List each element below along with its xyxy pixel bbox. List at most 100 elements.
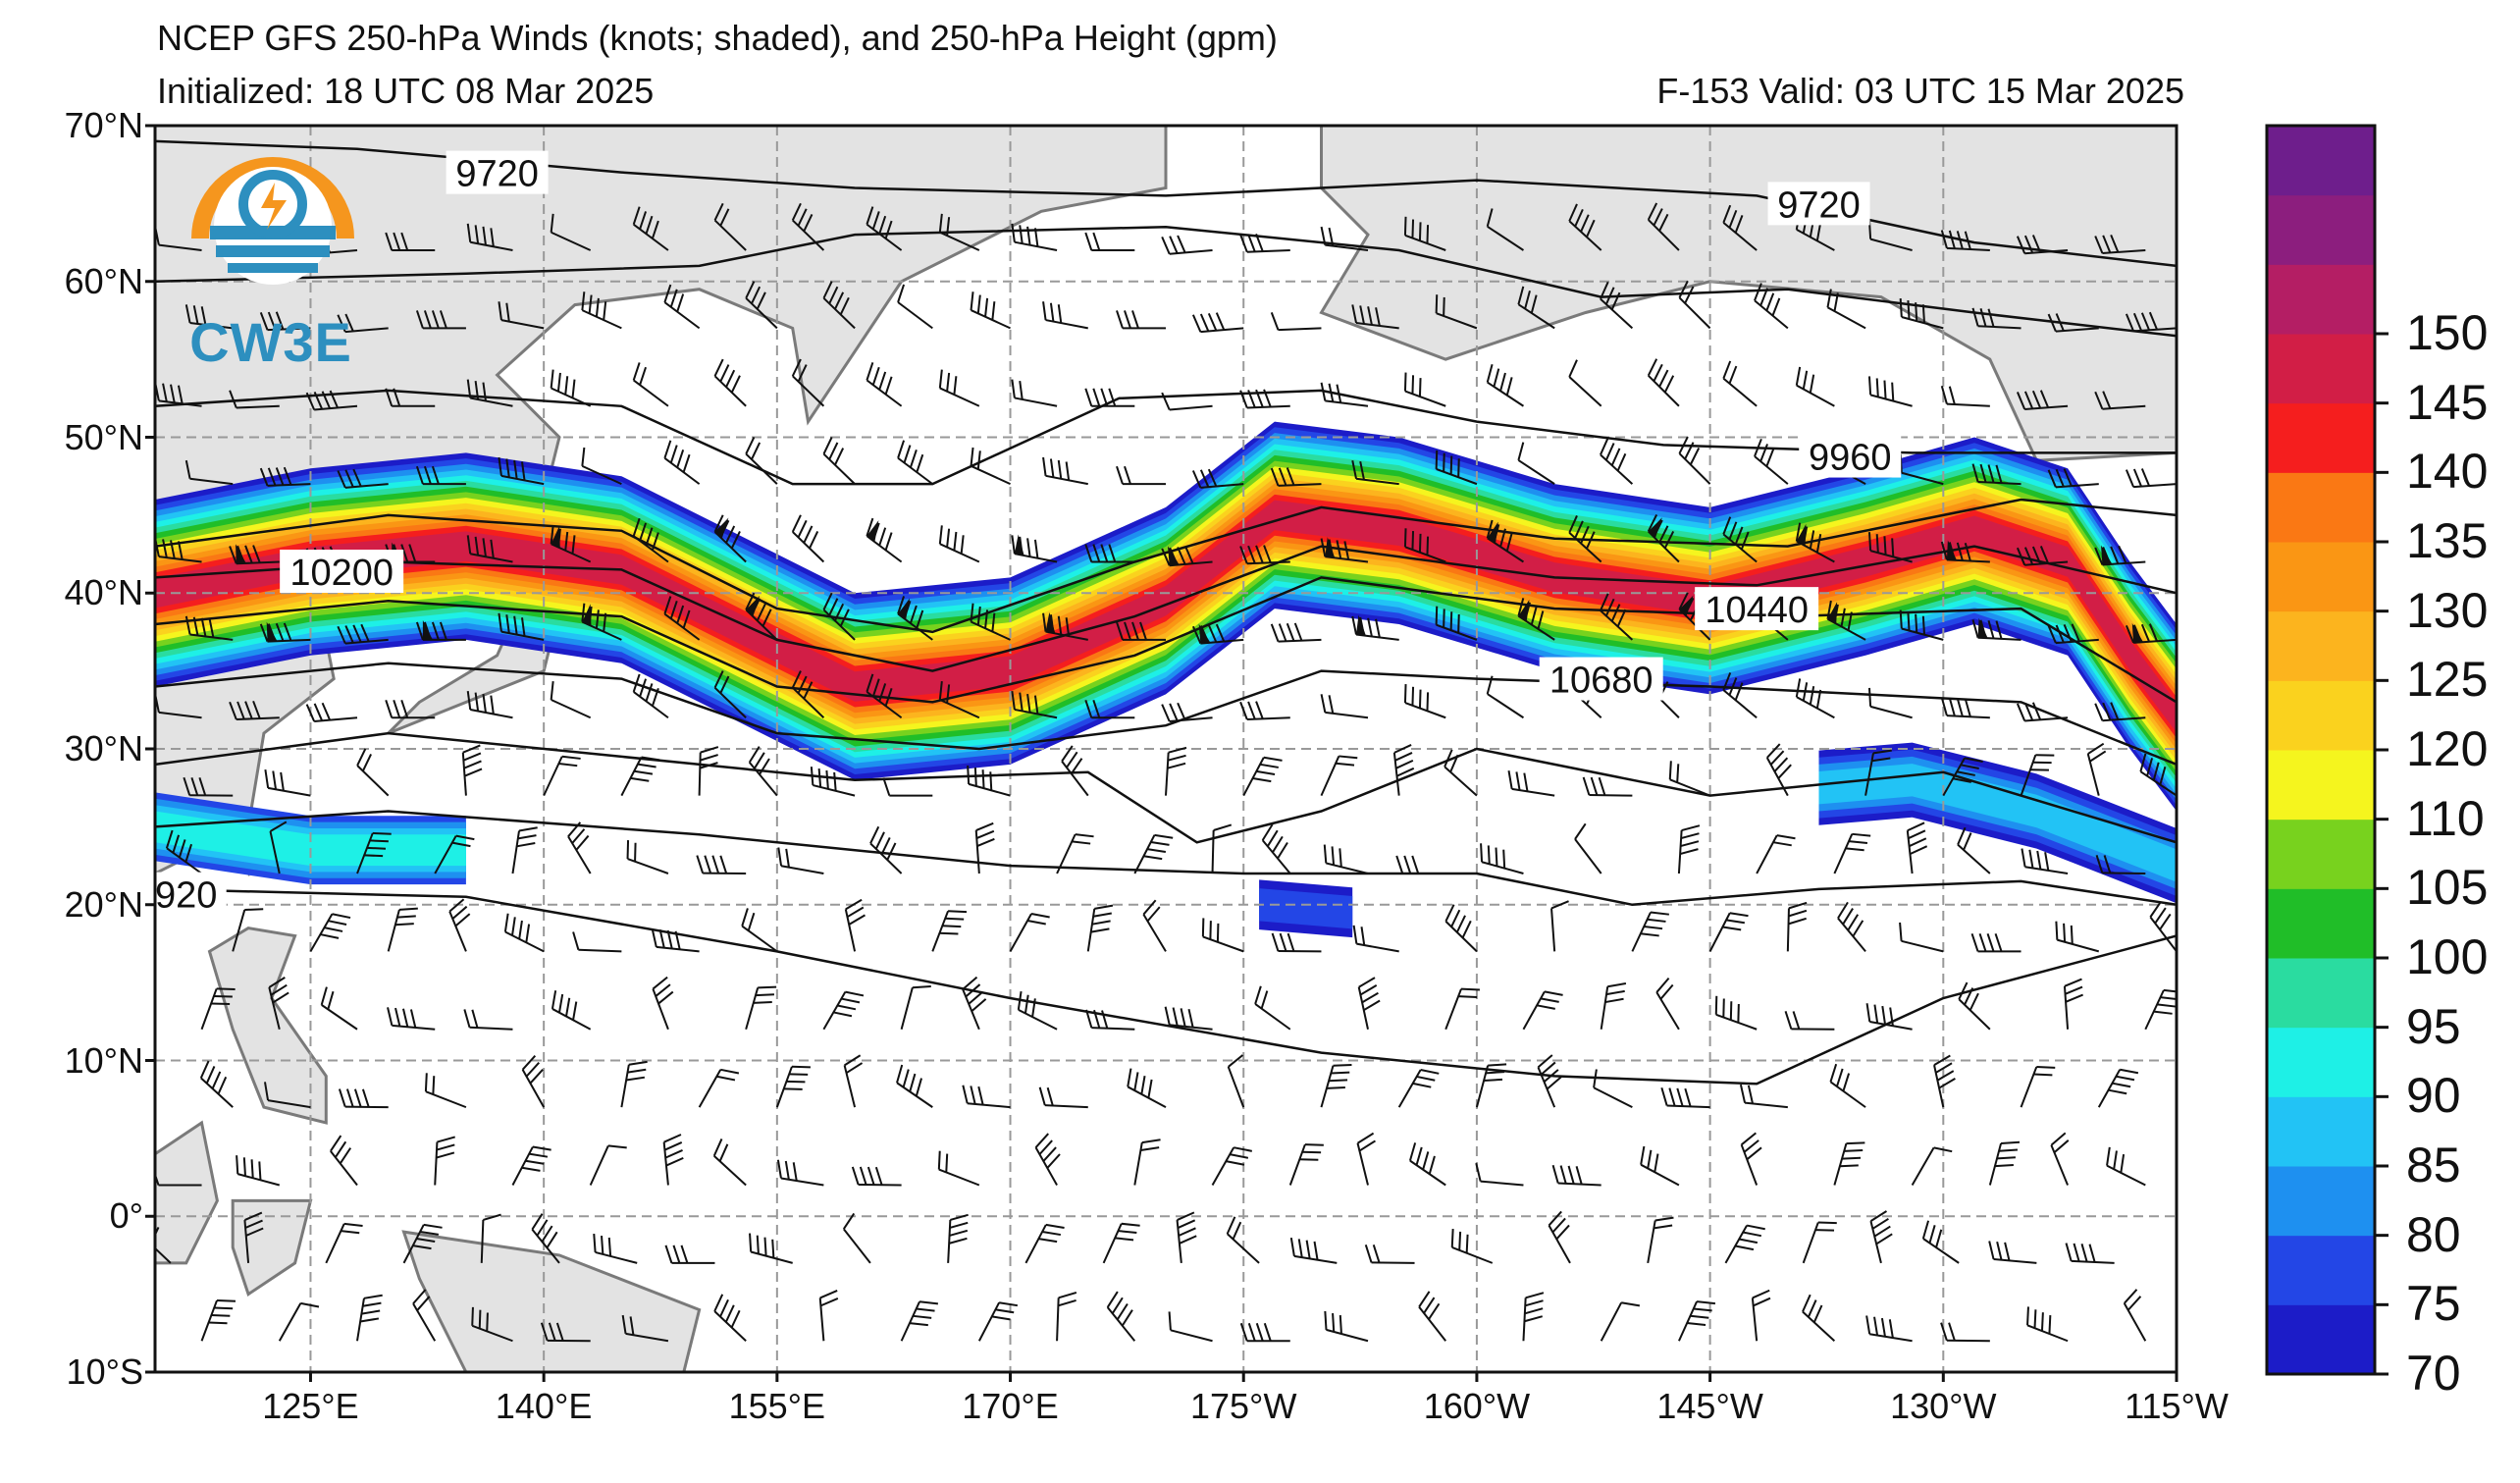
wind-barb	[236, 1155, 281, 1187]
wind-barb	[970, 291, 1011, 330]
wind-barb	[2125, 468, 2177, 489]
wind-barb	[1940, 540, 1990, 563]
wind-barb	[2047, 468, 2099, 489]
wind-barb	[1754, 283, 1789, 330]
wind-barb	[713, 202, 747, 251]
wind-barb	[1042, 611, 1088, 641]
wind-barb	[1403, 216, 1446, 251]
wind-barb	[1722, 516, 1758, 563]
wind-barb	[2016, 390, 2069, 410]
wind-barb	[503, 913, 545, 953]
wind-barb	[1320, 226, 1369, 251]
wind-barb	[2094, 545, 2146, 566]
latitude-label: 60°N	[64, 260, 143, 301]
wind-barb	[1324, 1310, 1369, 1343]
colorbar-bin	[2267, 819, 2375, 889]
wind-barb	[448, 898, 471, 952]
wind-barb	[1899, 922, 1944, 953]
wind-barb	[259, 466, 311, 487]
wind-barb	[2055, 921, 2100, 953]
latitude-label: 0°	[109, 1195, 143, 1237]
wind-barb	[1517, 442, 1555, 485]
wind-barb	[550, 213, 592, 251]
wind-barb	[1444, 904, 1478, 953]
height-contour-label: 10680	[1539, 657, 1663, 702]
wind-barb	[498, 612, 545, 641]
wind-barb	[1191, 468, 1244, 489]
wind-barb	[977, 1301, 1019, 1342]
wind-barb	[741, 908, 778, 953]
wind-speed-band	[1259, 888, 1353, 929]
wind-barb	[1084, 388, 1135, 407]
wind-barb	[2106, 1146, 2146, 1187]
wind-barb	[581, 447, 622, 486]
wind-barb	[1522, 990, 1563, 1031]
colorbar-tick-label: 85	[2406, 1138, 2461, 1192]
wind-barb	[1739, 1084, 1788, 1109]
wind-barb	[466, 691, 513, 719]
wind-barb	[305, 702, 358, 723]
wind-barb	[748, 746, 778, 797]
wind-barb	[1756, 834, 1796, 874]
wind-barb	[931, 910, 968, 952]
wind-barb	[1084, 232, 1135, 252]
wind-barb	[791, 514, 825, 563]
wind-barb	[550, 369, 592, 407]
wind-barb	[1435, 294, 1478, 330]
logo-text: CW3E	[189, 311, 352, 373]
wind-barb	[1754, 438, 1789, 485]
wind-barb	[1364, 1244, 1415, 1264]
wind-barb	[1320, 755, 1358, 797]
wind-barb	[1226, 1216, 1260, 1264]
height-contour	[155, 731, 2177, 844]
wind-barb	[1161, 546, 1213, 567]
wind-barb	[938, 213, 980, 251]
latitude-label: 30°N	[64, 728, 143, 768]
colorbar-tick-label: 120	[2406, 721, 2489, 776]
wind-barb	[572, 931, 622, 953]
wind-barb	[1869, 1210, 1893, 1264]
wind-barb	[1550, 900, 1569, 952]
wind-barb	[356, 831, 392, 874]
wind-barb	[866, 673, 903, 719]
wind-barb	[866, 362, 903, 407]
wind-barb	[822, 436, 856, 485]
wind-barb	[713, 670, 747, 718]
wind-barb	[777, 847, 824, 874]
wind-barb	[2097, 1068, 2139, 1108]
wind-barb	[200, 987, 236, 1031]
wind-barb	[2047, 623, 2099, 645]
colorbar-bin	[2267, 1096, 2375, 1167]
wind-barb	[1435, 450, 1478, 486]
wind-barb	[1024, 1223, 1065, 1264]
wind-barb	[1161, 702, 1213, 723]
wind-barb	[229, 390, 280, 409]
latitude-label: 70°N	[64, 105, 143, 145]
wind-barb	[1403, 684, 1446, 719]
wind-barb	[1647, 202, 1680, 251]
wind-barb	[1011, 223, 1058, 251]
colorbar-bin	[2267, 680, 2375, 751]
wind-speed-band	[1818, 764, 2177, 882]
wind-barb	[632, 673, 669, 719]
wind-barb	[810, 767, 856, 797]
wind-barb	[1802, 1221, 1837, 1264]
wind-barb	[385, 388, 436, 407]
wind-barb	[2086, 742, 2107, 796]
wind-barb	[1191, 312, 1244, 334]
wind-barb	[1475, 1162, 1524, 1187]
wind-barb	[2026, 1306, 2069, 1343]
colorbar-bin	[2267, 402, 2375, 473]
wind-barb	[1116, 621, 1167, 641]
wind-barb	[1042, 301, 1088, 330]
wind-barb	[259, 311, 311, 332]
wind-barb	[938, 525, 980, 563]
wind-barb	[269, 821, 288, 874]
wind-barb	[1507, 770, 1555, 797]
wind-barb	[243, 1211, 264, 1263]
wind-barb	[337, 468, 389, 489]
wind-barb	[620, 1060, 648, 1108]
wind-barb	[1568, 515, 1602, 563]
wind-barb	[165, 829, 203, 874]
